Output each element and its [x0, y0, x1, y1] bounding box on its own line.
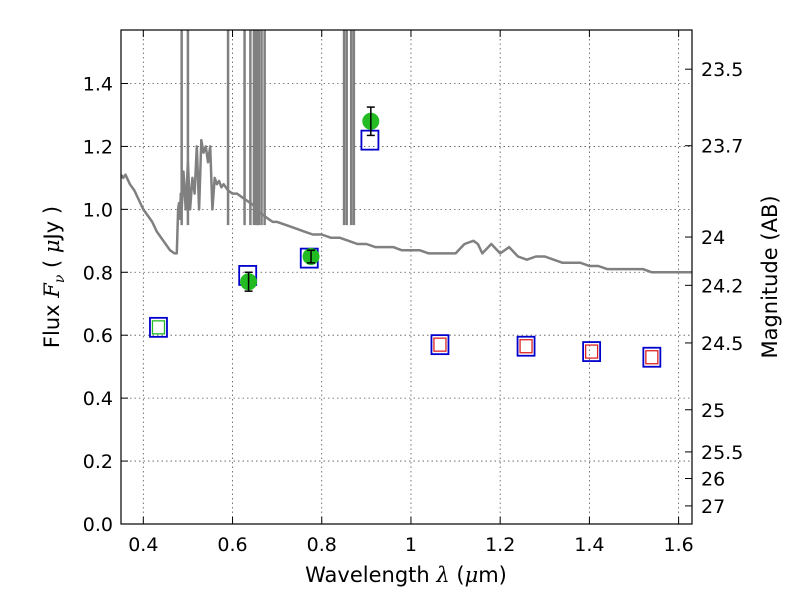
y2-tick-label: 27	[701, 496, 725, 518]
model-photometry-inner-square	[433, 337, 447, 352]
y2-tick-label: 25.5	[701, 442, 743, 464]
y-tick-label: 0.6	[83, 325, 113, 347]
model-photometry-inner-square	[519, 339, 533, 354]
y-tick-label: 1.0	[83, 199, 113, 221]
axis-ticks: 0.4 0.6 0.8 1 1.2 1.4 1.6 0.0 0.2 0.4 0.6 0.8 1.0 1.2…	[83, 30, 743, 556]
plot-frame	[120, 29, 693, 525]
x-axis-title: Wavelength λ (μm)	[305, 563, 507, 587]
model-photometry-square	[582, 341, 602, 362]
model-photometry-square	[642, 346, 662, 368]
y2-tick-label: 23.5	[701, 59, 743, 81]
model-photometry-inner-square	[645, 350, 659, 365]
y2-tick-label: 25	[701, 400, 725, 422]
x-tick-label: 1.2	[485, 534, 515, 556]
model-photometry-inner-square	[151, 320, 166, 335]
x-tick-label: 1.6	[664, 534, 694, 556]
grid	[121, 30, 692, 524]
y2-tick-label: 26	[701, 469, 725, 491]
y-tick-label: 0.2	[83, 451, 113, 473]
x-tick-label: 0.8	[307, 534, 337, 556]
y2-tick-label: 24	[701, 227, 725, 249]
x-tick-label: 0.4	[128, 534, 158, 556]
model-photometry-inner-square	[584, 344, 599, 359]
y2-tick-label: 24.5	[701, 333, 743, 355]
model-photometry-square	[516, 335, 536, 357]
plot-area	[121, 30, 692, 368]
y-tick-label: 0.8	[83, 262, 113, 284]
y-tick-label: 1.4	[83, 73, 113, 95]
y2-axis-title: Magnitude (AB)	[758, 195, 782, 358]
y-axis-title: Flux Fν ( μJy )	[40, 206, 68, 348]
y-tick-label: 0.0	[83, 514, 113, 536]
x-tick-label: 1	[405, 534, 417, 556]
y-tick-label: 1.2	[83, 136, 113, 158]
model-photometry-square	[360, 129, 380, 151]
y-tick-label: 0.4	[83, 388, 113, 410]
y2-tick-label: 24.2	[701, 275, 743, 297]
x-tick-label: 0.6	[217, 534, 247, 556]
model-photometry-square	[149, 316, 168, 338]
plot-content	[121, 30, 692, 368]
x-tick-label: 1.4	[574, 534, 604, 556]
model-spectrum-line	[121, 138, 692, 274]
model-photometry-square	[430, 334, 450, 356]
y2-tick-label: 23.7	[701, 136, 743, 158]
